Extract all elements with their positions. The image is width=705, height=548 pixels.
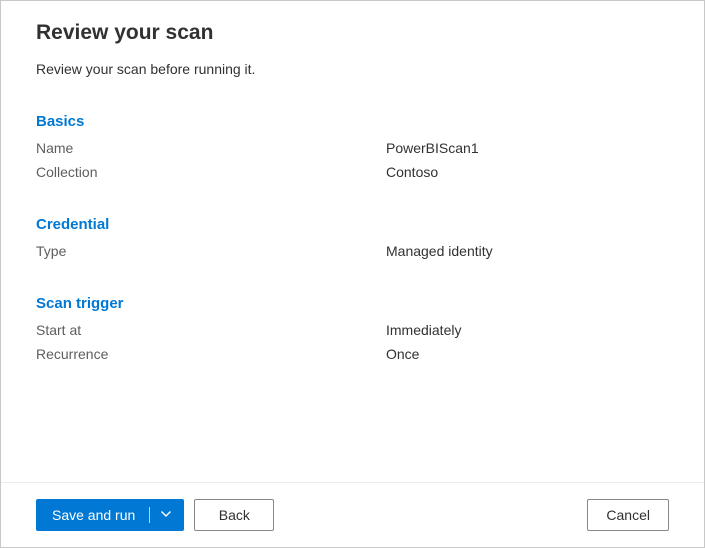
row-name: Name PowerBIScan1 [36,140,669,156]
section-heading-scan-trigger: Scan trigger [36,295,669,312]
save-and-run-dropdown-button[interactable] [150,499,184,531]
section-heading-basics: Basics [36,113,669,130]
review-content: Review your scan Review your scan before… [1,1,704,482]
footer: Save and run Back Cancel [1,482,704,547]
row-type: Type Managed identity [36,243,669,259]
chevron-down-icon [160,508,172,523]
row-label: Recurrence [36,346,386,362]
section-scan-trigger: Scan trigger Start at Immediately Recurr… [36,295,669,362]
section-credential: Credential Type Managed identity [36,216,669,259]
section-basics: Basics Name PowerBIScan1 Collection Cont… [36,113,669,180]
row-label: Name [36,140,386,156]
row-label: Start at [36,322,386,338]
save-and-run-split-button: Save and run [36,499,184,531]
section-heading-credential: Credential [36,216,669,233]
row-value: Immediately [386,322,669,338]
row-value: PowerBIScan1 [386,140,669,156]
page-subtitle: Review your scan before running it. [36,61,669,77]
page-title: Review your scan [36,21,669,45]
row-start-at: Start at Immediately [36,322,669,338]
row-label: Type [36,243,386,259]
back-button[interactable]: Back [194,499,274,531]
row-label: Collection [36,164,386,180]
row-value: Contoso [386,164,669,180]
save-and-run-button[interactable]: Save and run [36,499,149,531]
cancel-button[interactable]: Cancel [587,499,669,531]
row-recurrence: Recurrence Once [36,346,669,362]
row-value: Once [386,346,669,362]
row-value: Managed identity [386,243,669,259]
row-collection: Collection Contoso [36,164,669,180]
